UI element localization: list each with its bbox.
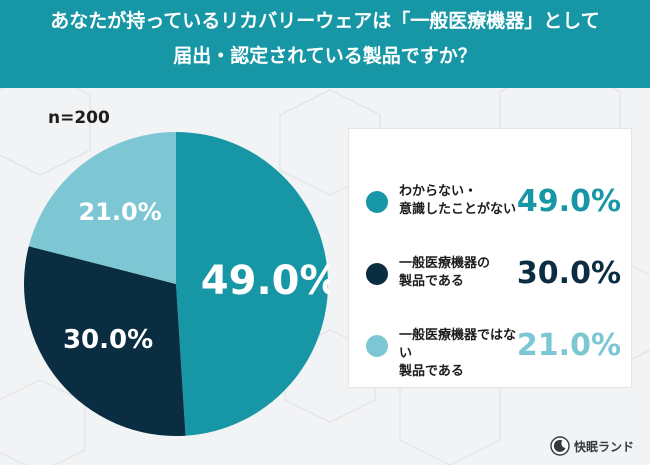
question-header: あなたが持っているリカバリーウェアは「一般医療機器」として 届出・認定されている… — [0, 0, 650, 88]
legend-value: 49.0% — [516, 184, 621, 219]
brand-logo: 快眠ランド — [550, 436, 634, 456]
pie-slice-medical-device — [23, 246, 186, 436]
legend-label-line-2: 製品である — [399, 274, 464, 289]
pie-slice-label: 21.0% — [78, 198, 161, 226]
legend-item-not-medical-device: 一般医療機器ではない 製品である 21.0% — [349, 321, 631, 379]
legend-label: 一般医療機器ではない 製品である — [399, 327, 519, 381]
legend-swatch — [366, 335, 388, 357]
legend-item-medical-device: 一般医療機器の 製品である 30.0% — [349, 249, 631, 299]
pie-slice-unknown — [176, 132, 329, 436]
sample-size-label: n=200 — [48, 108, 110, 128]
pie-slice-label: 30.0% — [63, 325, 153, 355]
legend-value: 30.0% — [516, 256, 621, 291]
legend-label-line-1: 一般医療機器の — [399, 256, 491, 271]
legend-label-line-1: 一般医療機器ではない — [399, 328, 517, 361]
question-title-line-1: あなたが持っているリカバリーウェアは「一般医療機器」として — [50, 10, 600, 32]
pie-slice-not-medical-device — [28, 132, 176, 284]
legend-swatch — [366, 263, 388, 285]
sleeping-moon-logo-icon — [550, 436, 570, 456]
legend-label-line-1: わからない・ — [399, 184, 478, 199]
legend-label: わからない・ 意識したことがない — [399, 183, 519, 219]
pie-chart: 49.0% 30.0% 21.0% — [23, 132, 330, 436]
question-title-line-2: 届出・認定されている製品ですか？ — [173, 45, 477, 67]
pie-slice-label: 49.0% — [201, 258, 330, 304]
legend-label: 一般医療機器の 製品である — [399, 255, 519, 291]
legend-value: 21.0% — [516, 328, 621, 363]
legend-panel: わからない・ 意識したことがない 49.0% 一般医療機器の 製品である 30.… — [348, 128, 632, 388]
legend-swatch — [366, 191, 388, 213]
brand-name: 快眠ランド — [574, 439, 635, 454]
legend-label-line-2: 意識したことがない — [399, 202, 517, 217]
legend-item-unknown: わからない・ 意識したことがない 49.0% — [349, 177, 631, 227]
legend-label-line-2: 製品である — [399, 364, 464, 379]
